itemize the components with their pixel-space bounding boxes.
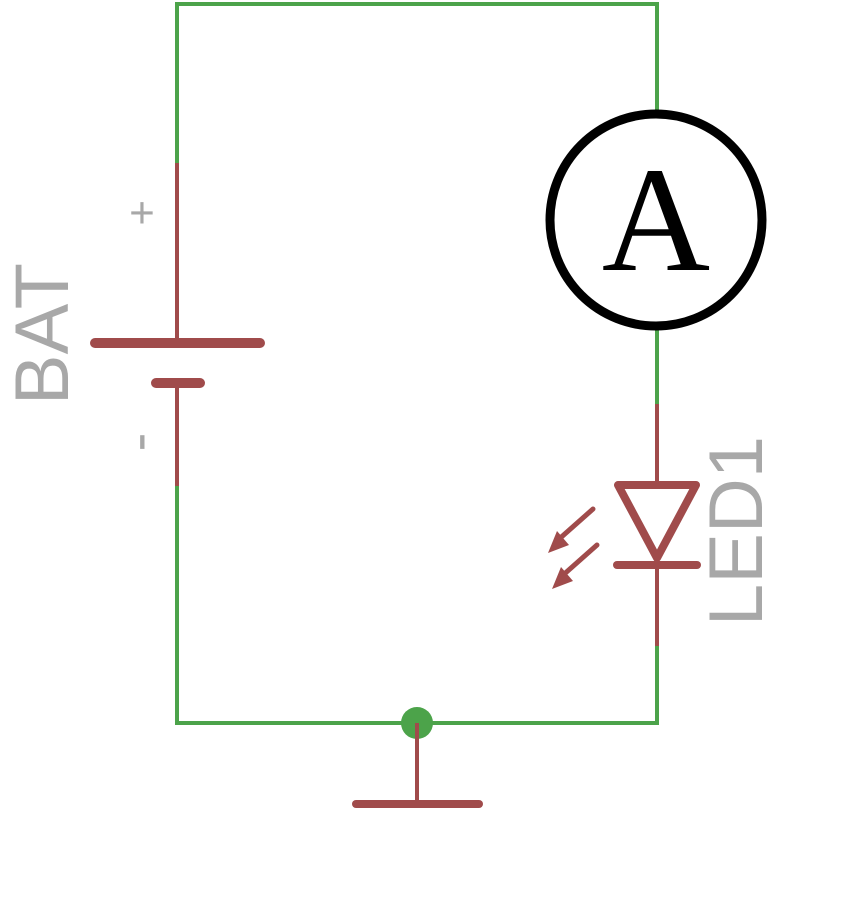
led-triangle	[614, 481, 700, 562]
led-light-arrow-lower	[552, 542, 600, 589]
wire-bottom-loop	[175, 484, 659, 725]
battery-symbol	[90, 163, 265, 486]
wires	[175, 2, 659, 725]
led-light-arrow-upper	[548, 506, 596, 553]
ammeter-symbol: A	[545, 109, 767, 331]
battery-plus-label: +	[129, 189, 155, 238]
led-name-label: LED1	[694, 436, 779, 626]
ammeter-circle	[545, 109, 767, 331]
battery-name-label: BAT	[0, 263, 85, 405]
wire-top-loop	[175, 2, 659, 165]
battery-minus-label: -	[106, 433, 169, 452]
led-symbol	[548, 404, 701, 646]
ammeter-letter: A	[602, 137, 710, 303]
